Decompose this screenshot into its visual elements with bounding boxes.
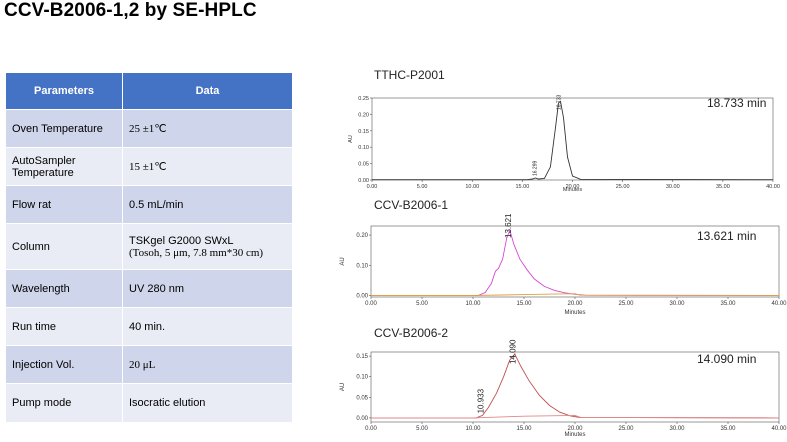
value-cell: 15 ±1℃ xyxy=(122,147,293,186)
x-tick-label: 10.00 xyxy=(465,184,479,190)
x-tick-label: 10.00 xyxy=(465,301,481,307)
x-tick-label: 35.00 xyxy=(716,184,730,190)
value-cell: Isocratic elution xyxy=(122,383,293,422)
x-tick-label: 40.00 xyxy=(771,426,787,432)
x-axis-label: Minutes xyxy=(564,310,585,316)
value-cell: 20 μL xyxy=(122,345,293,384)
x-tick-label: 0.00 xyxy=(365,426,377,432)
param-cell: Oven Temperature xyxy=(6,109,123,148)
y-tick-label: 0.10 xyxy=(356,375,368,381)
param-cell: Pump mode xyxy=(6,383,123,422)
x-axis-label: Minutes xyxy=(563,187,583,193)
x-tick-label: 5.00 xyxy=(417,184,428,190)
x-tick-label: 20.00 xyxy=(566,184,580,190)
page-title: CCV-B2006-1,2 by SE-HPLC xyxy=(4,0,257,21)
plot-frame xyxy=(370,351,780,423)
x-tick-label: 30.00 xyxy=(669,301,685,307)
x-axis-label: Minutes xyxy=(564,432,585,438)
plot-frame xyxy=(370,225,780,298)
param-cell: AutoSampler Temperature xyxy=(6,147,123,186)
table-row: Injection Vol. 20 μL xyxy=(6,345,293,384)
peak-label: 13.621 xyxy=(504,213,513,238)
x-tick-label: 25.00 xyxy=(618,426,634,432)
chromatogram-2: 0.00 5.00 10.00 15.00 20.00 25.00 30.00 35.00 40… xyxy=(340,213,787,316)
chart-3-title: CCV-B2006-2 xyxy=(374,326,449,340)
y-axis-label: AU xyxy=(340,383,346,391)
column-spec: (Tosoh, 5 μm, 7.8 mm*30 cm) xyxy=(129,246,264,259)
x-tick-label: 25.00 xyxy=(618,301,634,307)
chart-2-retention-label: 13.621 min xyxy=(697,229,757,243)
x-tick-label: 25.00 xyxy=(616,184,630,190)
x-tick-label: 0.00 xyxy=(367,184,378,190)
series-line xyxy=(372,100,774,181)
plot-frame xyxy=(371,97,774,181)
table-row: Flow rat 0.5 mL/min xyxy=(6,185,293,224)
x-tick-label: 40.00 xyxy=(766,184,780,190)
table-row: Run time 40 min. xyxy=(6,307,293,346)
param-cell: Run time xyxy=(6,307,123,346)
x-tick-label: 35.00 xyxy=(720,426,736,432)
table-row: Wavelength UV 280 nm xyxy=(6,269,293,308)
x-tick-label: 10.00 xyxy=(465,426,481,432)
y-tick-label: 0.00 xyxy=(356,293,368,299)
x-tick-label: 5.00 xyxy=(416,301,428,307)
param-cell: Injection Vol. xyxy=(6,345,123,384)
x-tick-label: 40.00 xyxy=(771,301,787,307)
y-tick-label: 0.10 xyxy=(358,145,369,151)
chromatogram-3: 0.00 5.00 10.00 15.00 20.00 25.00 30.00 35.00 40… xyxy=(340,339,787,438)
chromatogram-1: 0.00 5.00 10.00 15.00 20.00 25.00 30.00 35.00 40… xyxy=(348,94,780,193)
chart-3-retention-label: 14.090 min xyxy=(697,352,757,366)
series-line xyxy=(371,414,780,419)
y-tick-label: 0.05 xyxy=(356,395,368,401)
x-tick-label: 5.00 xyxy=(416,426,428,432)
series-line xyxy=(371,293,780,296)
header-parameters: Parameters xyxy=(6,73,123,110)
chart-1-title: TTHC-P2001 xyxy=(374,68,445,82)
series-line xyxy=(371,353,780,419)
param-cell: Flow rat xyxy=(6,185,123,224)
x-tick-label: 20.00 xyxy=(567,426,583,432)
column-name: TSKgel G2000 SWxL xyxy=(129,234,234,247)
peak-label: 14.090 xyxy=(509,339,518,364)
chart-2-title: CCV-B2006-1 xyxy=(374,198,449,212)
x-tick-label: 15.00 xyxy=(516,426,532,432)
table-row: Pump mode Isocratic elution xyxy=(6,383,293,422)
y-tick-label: 0.00 xyxy=(356,416,368,422)
x-tick-label: 15.00 xyxy=(516,301,532,307)
table-row: AutoSampler Temperature 15 ±1℃ xyxy=(6,147,293,186)
x-tick-label: 0.00 xyxy=(365,301,377,307)
y-tick-label: 0.00 xyxy=(358,178,369,184)
y-tick-label: 0.05 xyxy=(358,162,369,168)
parameters-table: Parameters Data Oven Temperature 25 ±1℃ … xyxy=(6,73,293,422)
peak-label: 18.733 xyxy=(556,94,562,110)
y-tick-label: 0.15 xyxy=(356,354,368,360)
value-cell: 0.5 mL/min xyxy=(122,185,293,224)
y-tick-label: 0.15 xyxy=(358,129,369,135)
value-cell: 25 ±1℃ xyxy=(122,109,293,148)
y-tick-label: 0.25 xyxy=(358,96,369,102)
param-cell: Wavelength xyxy=(6,269,123,308)
value-cell: 40 min. xyxy=(122,307,293,346)
peak-label: 10.933 xyxy=(476,388,485,413)
series-line xyxy=(371,229,780,296)
param-cell: Column xyxy=(6,223,123,270)
value-cell: TSKgel G2000 SWxL (Tosoh, 5 μm, 7.8 mm*3… xyxy=(122,223,293,270)
x-tick-label: 15.00 xyxy=(515,184,529,190)
x-tick-label: 30.00 xyxy=(669,426,685,432)
header-data: Data xyxy=(122,73,293,110)
x-tick-label: 20.00 xyxy=(567,301,583,307)
y-axis-label: AU xyxy=(340,257,346,265)
y-axis-label: AU xyxy=(348,135,354,143)
y-tick-label: 0.20 xyxy=(356,233,368,239)
chart-1-retention-label: 18.733 min xyxy=(707,96,767,110)
table-row: Column TSKgel G2000 SWxL (Tosoh, 5 μm, 7… xyxy=(6,223,293,270)
table-row: Oven Temperature 25 ±1℃ xyxy=(6,109,293,148)
x-tick-label: 30.00 xyxy=(666,184,680,190)
value-cell: UV 280 nm xyxy=(122,269,293,308)
y-tick-label: 0.10 xyxy=(356,263,368,269)
peak-label: 16.299 xyxy=(532,161,538,177)
x-tick-label: 35.00 xyxy=(720,301,736,307)
y-tick-label: 0.20 xyxy=(358,112,369,118)
